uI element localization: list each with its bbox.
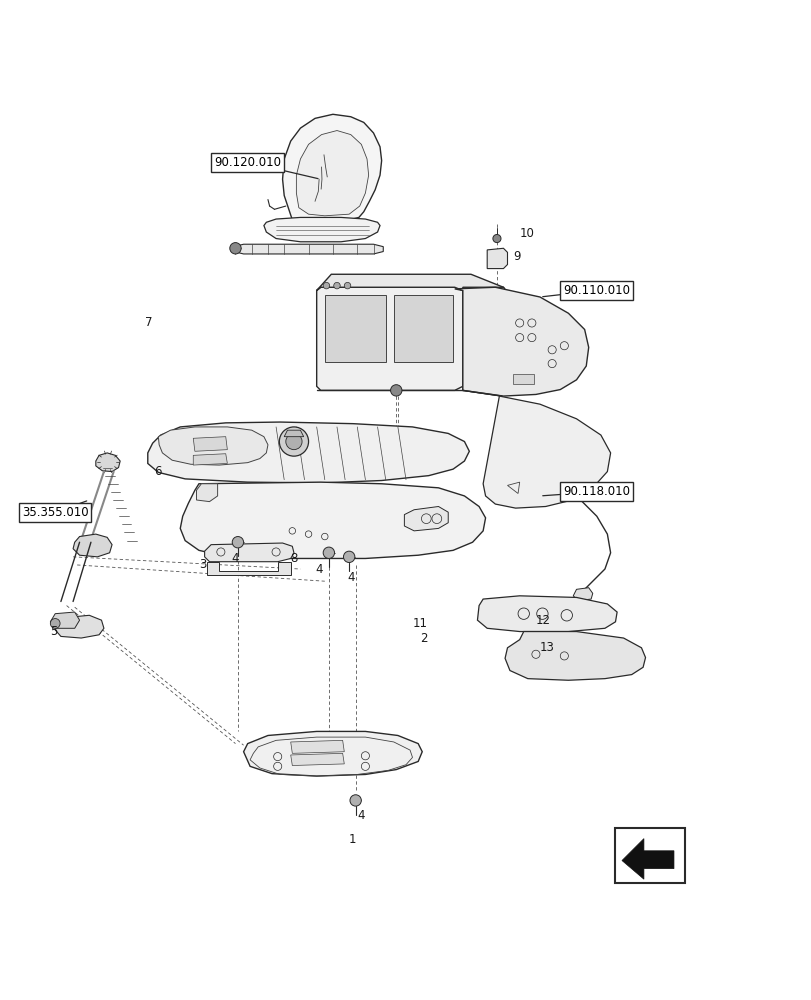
Polygon shape [290,740,344,753]
Text: 2: 2 [420,632,427,645]
Polygon shape [513,374,534,384]
Text: 4: 4 [315,563,322,576]
Text: 8: 8 [290,552,298,565]
Polygon shape [148,422,469,483]
Polygon shape [73,534,112,557]
Circle shape [390,385,401,396]
Polygon shape [621,839,673,879]
Text: 4: 4 [347,571,354,584]
Polygon shape [207,562,290,575]
Polygon shape [96,453,120,472]
Text: 3: 3 [199,558,206,571]
Polygon shape [243,731,422,776]
Polygon shape [316,274,507,293]
Polygon shape [193,454,227,465]
Circle shape [333,282,340,289]
FancyBboxPatch shape [615,828,684,883]
Polygon shape [454,287,588,396]
Polygon shape [477,596,616,632]
Polygon shape [193,437,227,451]
Polygon shape [504,632,645,680]
Circle shape [230,243,241,254]
Circle shape [344,282,350,289]
Polygon shape [324,295,385,362]
Polygon shape [290,753,344,766]
Polygon shape [393,295,453,362]
Circle shape [232,537,243,548]
Polygon shape [296,131,368,216]
Polygon shape [404,506,448,531]
Polygon shape [204,543,294,562]
Circle shape [350,795,361,806]
Ellipse shape [551,356,571,387]
Text: 7: 7 [144,316,152,329]
Polygon shape [316,287,462,390]
Polygon shape [284,430,303,437]
Text: 4: 4 [231,552,238,565]
Polygon shape [483,396,610,508]
Polygon shape [55,615,104,638]
Text: 5: 5 [50,625,58,638]
Text: 6: 6 [154,465,161,478]
Polygon shape [50,612,79,628]
Polygon shape [282,114,381,221]
Circle shape [323,282,329,289]
Circle shape [343,551,354,563]
Circle shape [492,234,500,243]
Polygon shape [487,248,507,269]
Circle shape [285,433,302,450]
Text: 4: 4 [357,809,364,822]
Text: 90.120.010: 90.120.010 [214,156,281,169]
Polygon shape [158,427,268,465]
Polygon shape [462,287,507,396]
Polygon shape [196,484,217,502]
Circle shape [279,427,308,456]
Text: 90.110.010: 90.110.010 [563,284,629,297]
Polygon shape [180,482,485,558]
Text: 9: 9 [513,250,520,263]
Text: 90.118.010: 90.118.010 [563,485,629,498]
Circle shape [50,619,60,628]
Polygon shape [573,588,592,601]
Polygon shape [264,217,380,242]
Text: 12: 12 [535,614,550,627]
Text: 1: 1 [349,833,356,846]
Text: 11: 11 [412,617,427,630]
Text: 35.355.010: 35.355.010 [22,506,88,519]
Text: 13: 13 [539,641,554,654]
Polygon shape [234,244,383,254]
Text: 10: 10 [519,227,534,240]
Circle shape [323,547,334,558]
